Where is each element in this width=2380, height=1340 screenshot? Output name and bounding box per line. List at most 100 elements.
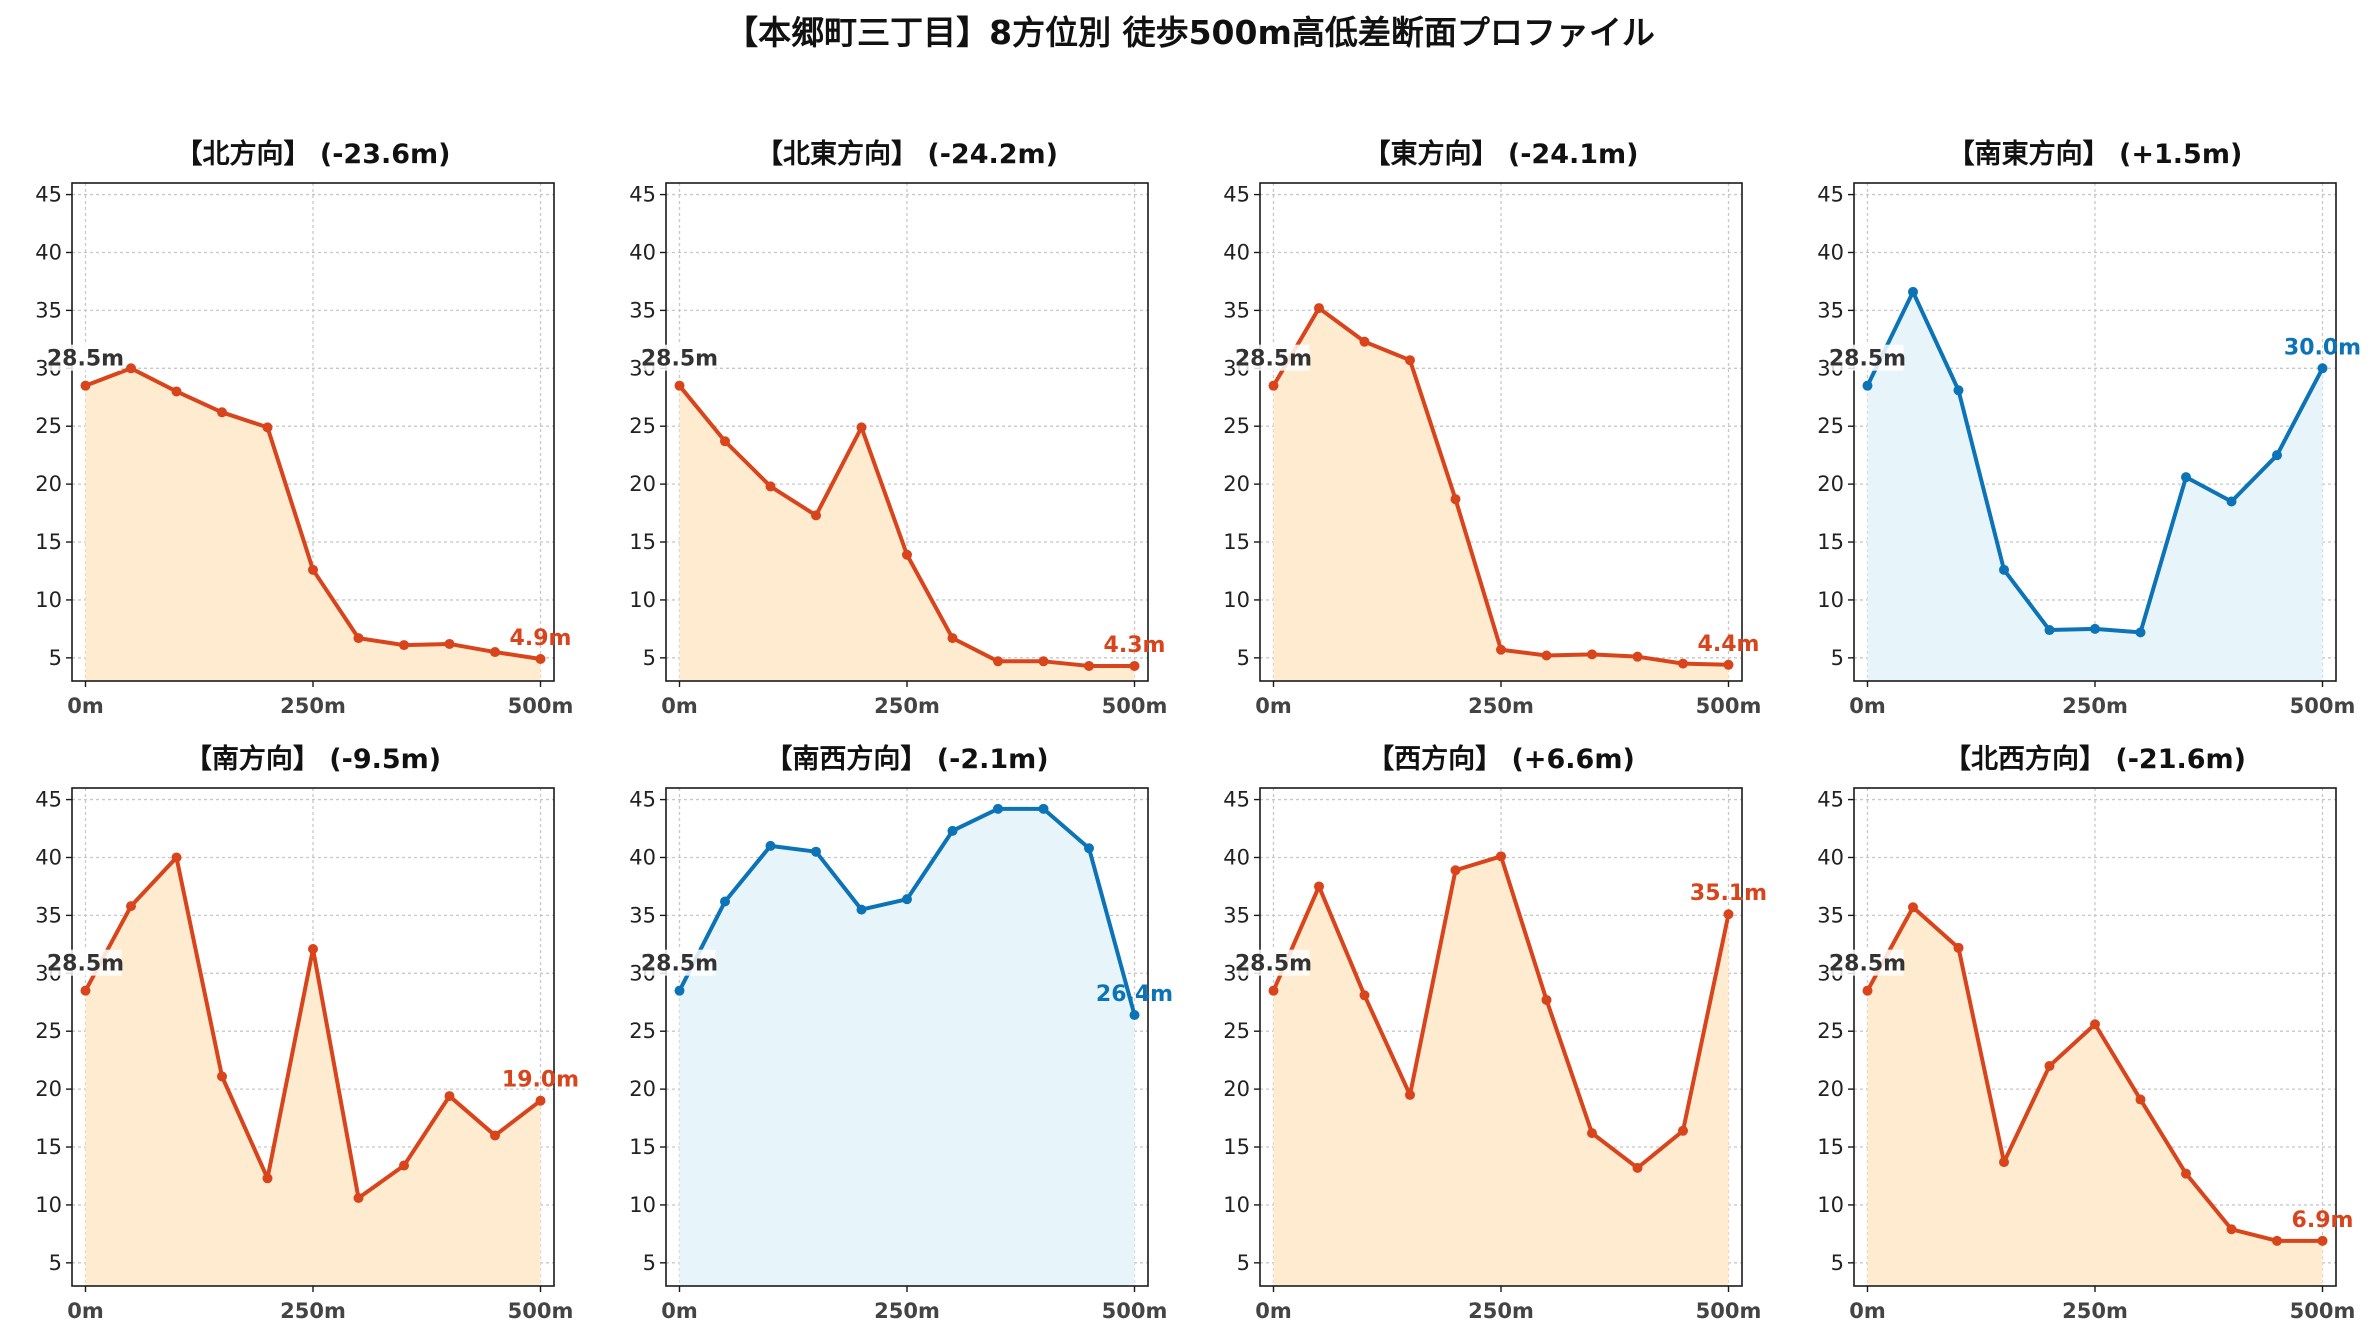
y-tick-label: 25 [1223,1019,1250,1043]
profile-point [1129,1009,1140,1020]
x-tick-label: 500m [508,1299,574,1323]
panel-title: 【南方向】 (-9.5m) [185,743,441,775]
x-tick-label: 500m [2290,1299,2356,1323]
profile-point [490,647,501,658]
profile-point [1404,355,1415,366]
y-tick-label: 35 [35,903,62,927]
x-tick-label: 500m [1696,694,1762,718]
y-tick-label: 20 [1223,472,1250,496]
y-tick-label: 45 [1817,788,1844,812]
x-tick-label: 250m [1468,1299,1534,1323]
y-tick-label: 35 [35,298,62,322]
profile-point [125,363,136,374]
end-elevation-label: 30.0m [2284,335,2361,360]
y-tick-label: 15 [35,530,62,554]
y-tick-label: 10 [1223,588,1250,612]
y-tick-label: 45 [1223,788,1250,812]
y-tick-label: 15 [35,1135,62,1159]
y-tick-label: 25 [1817,1019,1844,1043]
x-tick-label: 250m [280,694,346,718]
y-tick-label: 45 [629,183,656,207]
profile-point [308,564,318,575]
profile-point [2044,625,2055,636]
x-tick-label: 0m [67,694,104,718]
start-label-box [1237,344,1310,371]
profile-area [1867,907,2323,1286]
profile-point [993,656,1004,667]
y-tick-label: 5 [643,646,656,670]
y-tick-label: 10 [35,588,62,612]
x-tick-label: 250m [874,694,940,718]
panel-title: 【北西方向】 (-21.6m) [1944,743,2246,775]
profile-point [535,1095,546,1106]
y-tick-label: 20 [1817,472,1844,496]
profile-point [1313,881,1324,892]
y-tick-label: 35 [629,298,656,322]
start-elevation-label: 28.5m [641,347,718,372]
start-elevation-label: 28.5m [1235,952,1312,977]
start-elevation-label: 28.5m [47,952,124,977]
profile-point [2044,1060,2055,1071]
y-tick-label: 20 [35,1077,62,1101]
y-tick-label: 40 [1817,845,1844,869]
profile-point [1678,1125,1689,1136]
profile-point [1496,851,1506,862]
profile-point [1723,909,1734,920]
profile-point [399,1160,410,1171]
profile-point [993,803,1004,814]
profile-point [810,510,821,521]
y-tick-label: 35 [629,903,656,927]
profile-point [1268,380,1279,391]
y-tick-label: 40 [35,845,62,869]
end-elevation-label: 35.1m [1690,881,1767,906]
profile-point [308,943,318,954]
start-label-box [49,344,122,371]
start-elevation-label: 28.5m [1829,347,1906,372]
y-tick-label: 25 [35,414,62,438]
x-tick-label: 500m [508,694,574,718]
profile-point [1038,803,1049,814]
y-tick-label: 5 [1237,1251,1250,1275]
profile-point [1541,994,1552,1005]
profile-point [1907,902,1918,913]
y-tick-label: 25 [1223,414,1250,438]
x-tick-label: 500m [2290,694,2356,718]
profile-point [1678,658,1689,669]
profile-point [125,901,136,912]
x-tick-label: 0m [1255,1299,1292,1323]
profile-point [1998,1157,2009,1168]
profile-point [2090,1019,2100,1030]
panel-title: 【北東方向】 (-24.2m) [756,138,1058,170]
start-elevation-label: 28.5m [1235,347,1312,372]
profile-point [1862,985,1873,996]
profile-area [1273,308,1729,681]
x-tick-label: 0m [67,1299,104,1323]
profile-point [171,386,182,397]
y-tick-label: 25 [629,1019,656,1043]
profile-area [85,857,541,1286]
end-elevation-label: 4.9m [510,626,572,651]
profile-point [535,653,546,664]
profile-point [1268,985,1279,996]
y-tick-label: 25 [1817,414,1844,438]
start-elevation-label: 28.5m [1829,952,1906,977]
profile-area [1273,856,1729,1286]
profile-point [353,1192,364,1203]
profile-point [947,825,958,836]
start-label-box [1831,344,1904,371]
y-tick-label: 5 [49,1251,62,1275]
y-tick-label: 20 [629,1077,656,1101]
profile-point [1953,385,1964,396]
end-elevation-label: 19.0m [502,1068,579,1093]
panel-title: 【西方向】 (+6.6m) [1367,743,1635,775]
y-tick-label: 15 [629,530,656,554]
y-tick-label: 35 [1817,298,1844,322]
start-label-box [49,949,122,976]
profile-point [1450,494,1461,505]
